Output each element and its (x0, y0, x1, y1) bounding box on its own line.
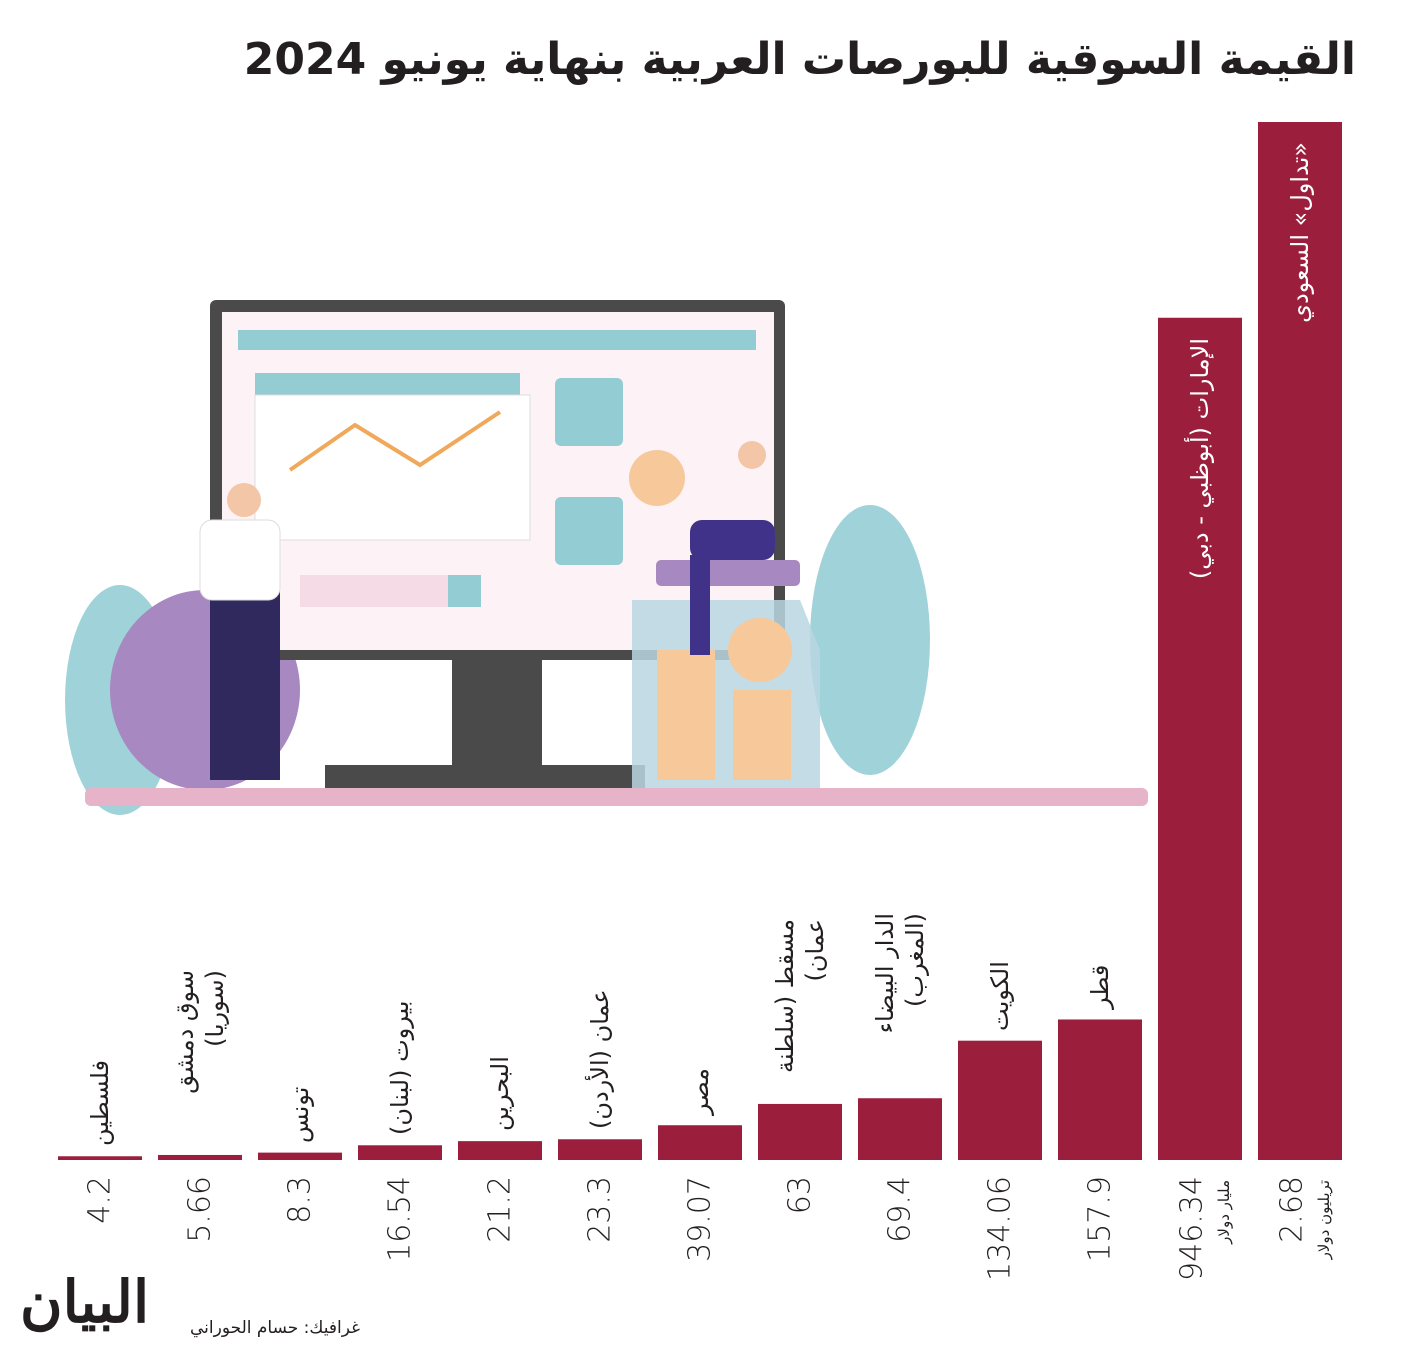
bar (358, 1145, 442, 1160)
value-label: 21.2 (482, 1176, 518, 1243)
value-label: 23.3 (582, 1176, 618, 1243)
category-label: تونس (286, 1086, 314, 1143)
category-label: الدار البيضاء (المغرب) (871, 913, 929, 1034)
bar (858, 1098, 942, 1160)
value-label: 69.4 (882, 1176, 918, 1243)
bar (458, 1141, 542, 1160)
value-label: 39.07 (682, 1176, 718, 1262)
bar (558, 1139, 642, 1160)
bar (758, 1103, 842, 1160)
bar (258, 1152, 342, 1160)
unit-label: مليار دولار (1215, 1180, 1233, 1244)
credit: غرافيك: حسام الحوراني (190, 1318, 360, 1338)
bar (1058, 1019, 1142, 1160)
chart-title: القيمة السوقية للبورصات العربية بنهاية ي… (243, 34, 1356, 85)
bar (1158, 317, 1242, 1160)
category-label: بيروت (لبنان) (386, 1000, 414, 1136)
value-label: 946.34 (1174, 1176, 1210, 1281)
value-label: 8.3 (282, 1176, 318, 1224)
unit-label: تريليون دولار (1315, 1180, 1333, 1260)
value-label: 134.06 (982, 1176, 1018, 1281)
value-label: 157.9 (1082, 1176, 1118, 1262)
bar (958, 1040, 1042, 1160)
value-label: 2.68 (1274, 1176, 1310, 1243)
value-label: 16.54 (382, 1176, 418, 1262)
logo: البيان (20, 1268, 150, 1336)
category-label: قطر (1086, 965, 1114, 1010)
value-label: 4.2 (82, 1176, 118, 1224)
category-label: سوق دمشق (سوريا) (171, 969, 229, 1094)
bar (658, 1125, 742, 1160)
category-label: مصر (686, 1068, 714, 1116)
bar (1258, 122, 1342, 1160)
category-label: مسقط (سلطنة عمان) (771, 918, 829, 1073)
bar (58, 1156, 142, 1160)
category-label: الإمارات (أبوظبي - دبي) (1186, 337, 1214, 579)
value-label: 63 (782, 1176, 818, 1215)
category-label: «تداول» السعودي (1286, 142, 1314, 323)
category-label: عمان (الأردن) (586, 989, 614, 1130)
decor (65, 300, 1148, 815)
category-label: الكويت (986, 960, 1014, 1031)
bar (158, 1154, 242, 1160)
category-label: فلسطين (86, 1060, 114, 1147)
category-label: البحرين (486, 1056, 514, 1132)
value-label: 5.66 (182, 1176, 218, 1243)
